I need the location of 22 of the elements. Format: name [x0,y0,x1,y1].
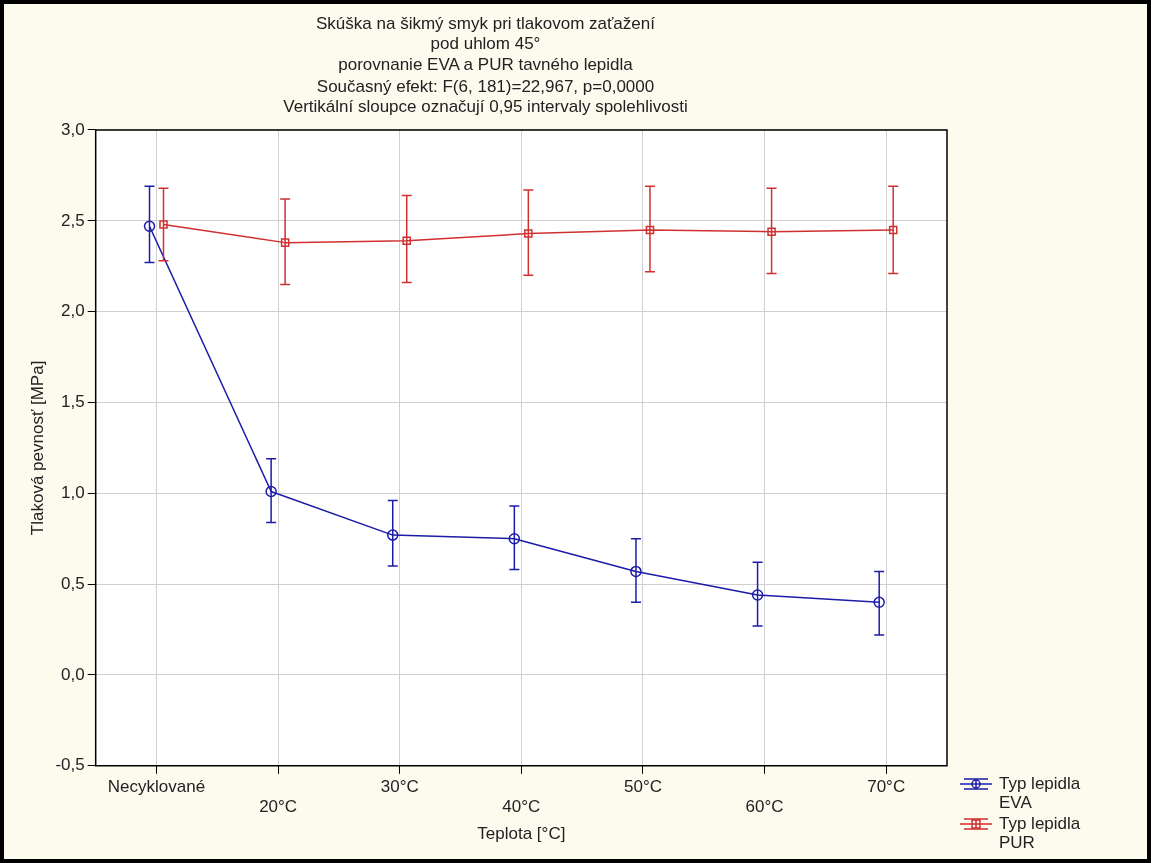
x-tick-label: 40°C [502,797,541,817]
text: Vertikální sloupce označují 0,95 intervaly spolehlivosti [283,97,688,117]
y-tick-label: 1,5 [61,392,85,412]
legend-label: Typ lepidla PUR [999,814,1082,852]
y-tick-label: 2,5 [61,210,85,230]
y-tick-label: 2,0 [61,301,85,321]
y-axis-title: Tlaková pevnosť [MPa] [27,360,47,536]
x-axis-title: Teplota [°C] [477,824,566,844]
y-tick-label: -0,5 [55,755,85,775]
x-tick-label: 50°C [623,776,662,796]
y-tick-label: 3,0 [61,119,85,139]
x-tick-label: 60°C [745,797,784,817]
x-tick-label: Necyklované [107,776,206,796]
x-tick-label: 30°C [380,776,419,796]
x-tick-label: 20°C [259,797,298,817]
x-tick-label: 70°C [867,776,906,796]
text: Současný efekt: F(6, 181)=22,967, p=0,0000 [316,77,655,97]
legend-label: Typ lepidla EVA [999,774,1082,812]
y-tick-label: 0,5 [61,573,85,593]
y-tick-label: 0,0 [61,664,85,684]
chart-title: Skúška na šikmý smyk pri tlakovom zaťažení pod uhlom 45° porovnanie EVA a PUR tavného lepidla [316,13,656,74]
y-tick-label: 1,0 [61,483,85,502]
